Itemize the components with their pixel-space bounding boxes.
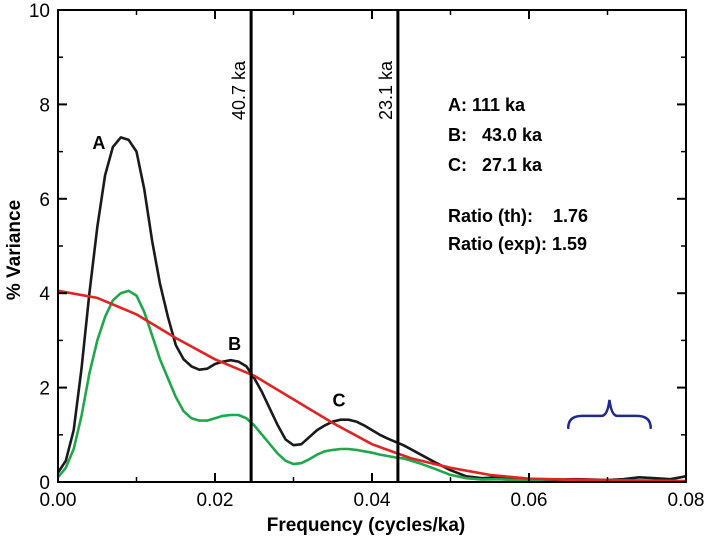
annotation-line-5: Ratio (exp): 1.59	[448, 234, 587, 254]
ticks-layer	[57, 9, 687, 483]
x-tick-label: 0.08	[668, 490, 705, 511]
annotations-layer: A B C A: 111 ka B: 43.0 ka C: 27.1 ka Ratio (t…	[92, 95, 588, 410]
peak-label-c: C	[333, 390, 346, 410]
y-tick-label: 0	[39, 473, 50, 494]
y-tick-label: 8	[39, 95, 50, 116]
peak-label-b: B	[228, 334, 241, 354]
annotation-line-1: A: 111 ka	[448, 95, 526, 115]
y-tick-label: 2	[39, 379, 50, 400]
x-tick-label: 0.06	[511, 490, 548, 511]
vertical-line-label-2: 23.1 ka	[376, 60, 396, 120]
curly-brace	[567, 399, 652, 430]
series-line-2	[56, 289, 561, 482]
annotation-line-2: B: 43.0 ka	[448, 125, 543, 145]
x-tick-label: 0.00	[40, 490, 77, 511]
labels-layer: 0.00 0.02 0.04 0.06 0.08 0 2 4 6 8 10 Frequency (cy…	[4, 1, 704, 536]
annotation-line-4: Ratio (th): 1.76	[448, 206, 588, 226]
x-axis-title: Frequency (cycles/ka)	[267, 515, 466, 536]
y-tick-label: 10	[29, 1, 50, 22]
annotation-line-3: C: 27.1 ka	[448, 155, 543, 175]
x-tick-label: 0.04	[354, 490, 391, 511]
series-layer	[56, 136, 687, 483]
vertical-line-label-1: 40.7 ka	[229, 60, 249, 120]
brace-layer	[567, 399, 652, 430]
y-tick-label: 4	[39, 284, 50, 305]
y-tick-label: 6	[39, 190, 50, 211]
peak-label-a: A	[92, 133, 105, 153]
vertical-lines-layer: 40.7 ka 23.1 ka	[229, 10, 400, 482]
x-tick-label: 0.02	[197, 490, 234, 511]
y-axis-title: % Variance	[4, 200, 25, 300]
series-line-3	[57, 289, 687, 483]
series-line-1	[56, 136, 687, 482]
